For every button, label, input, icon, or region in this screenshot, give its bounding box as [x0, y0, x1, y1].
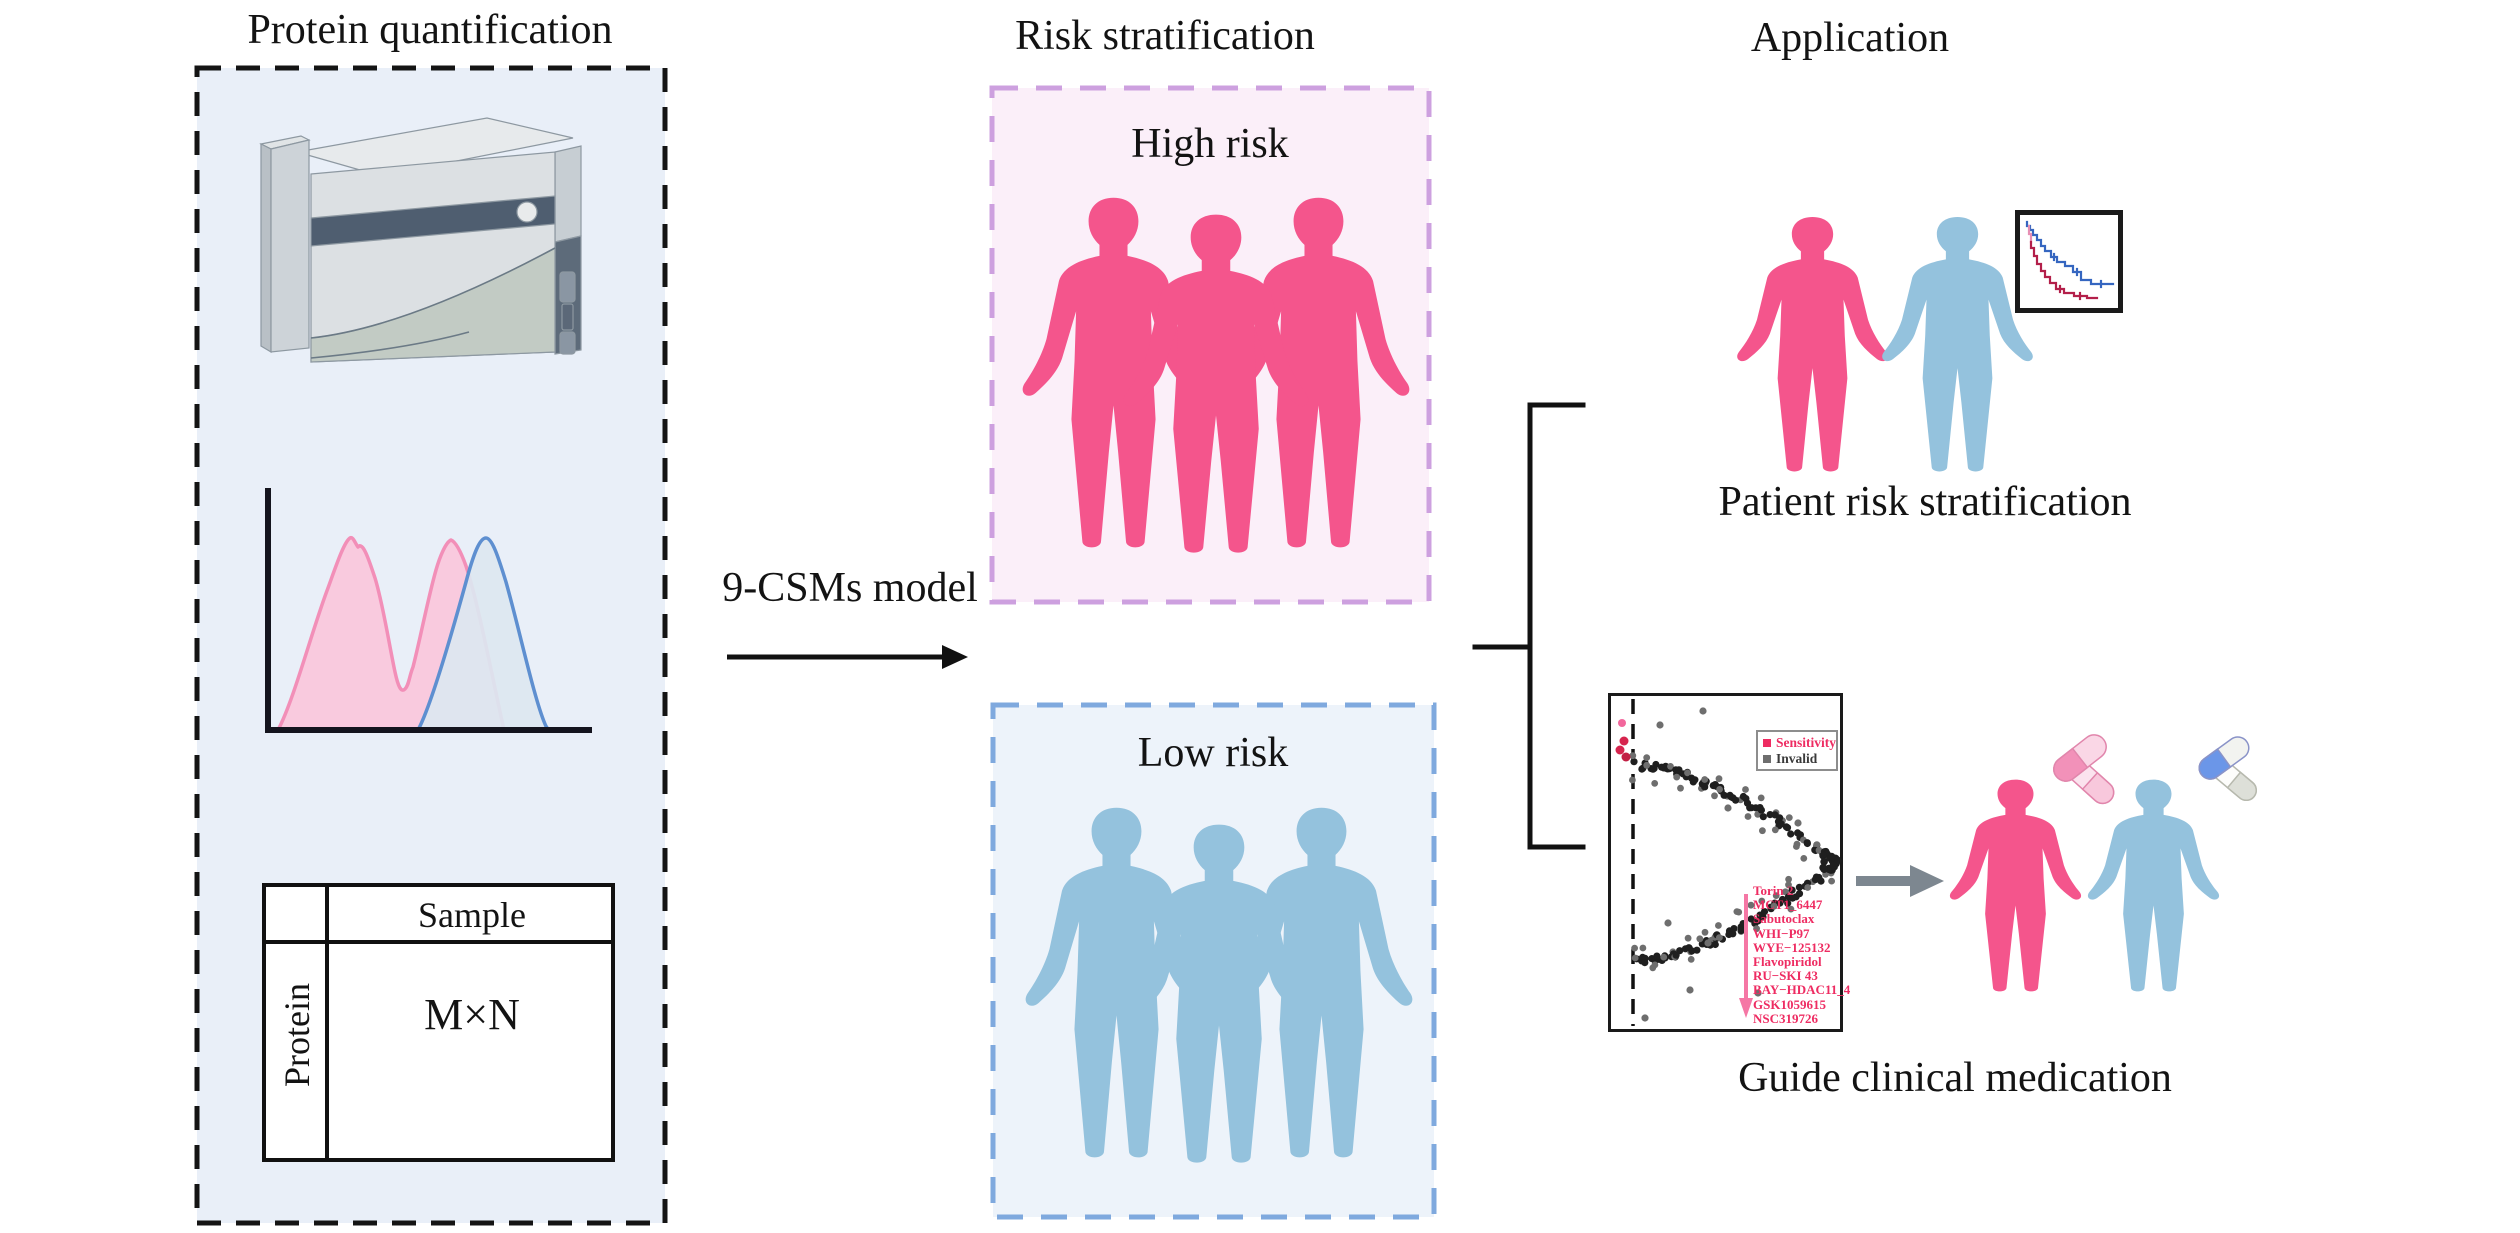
- scatter-legend: Sensitivity Invalid: [1756, 730, 1838, 771]
- drug-name: GSK1059615: [1753, 996, 1826, 1012]
- legend-row-invalid: Invalid: [1763, 751, 1832, 767]
- drug-name: MCT1_6447: [1753, 897, 1823, 913]
- protein-sample-table: Sample Protein M×N: [262, 883, 615, 1162]
- high-risk-label: High risk: [1131, 121, 1289, 167]
- medication-caption: Guide clinical medication: [1738, 1055, 2172, 1101]
- model-arrow-icon: [727, 645, 968, 669]
- right-column-title: Application: [1750, 15, 1950, 61]
- sensitivity-marker-icon: [1763, 739, 1771, 747]
- density-plot-icon: [265, 488, 592, 733]
- drug-name: BAY−HDAC11_4: [1753, 982, 1851, 998]
- drug-name: Sabutoclax: [1753, 911, 1815, 927]
- survival-curves-icon: [2015, 210, 2123, 313]
- drug-name: WYE−125132: [1753, 939, 1831, 955]
- pink-pills-icon: [2053, 734, 2115, 805]
- middle-column-title: Risk stratification: [1015, 13, 1315, 59]
- blue-pills-icon: [2198, 736, 2258, 802]
- low-risk-patient-icon: [1882, 217, 2033, 472]
- low-risk-people-icon: [1025, 807, 1413, 1163]
- table-header-divider: [266, 940, 611, 944]
- invalid-marker-icon: [1763, 755, 1771, 763]
- drug-name: WHI−P97: [1753, 925, 1810, 941]
- mass-spectrometer-icon: [259, 117, 582, 363]
- table-column-divider: [325, 887, 329, 1158]
- model-label: 9-CSMs model: [722, 565, 978, 611]
- sensitivity-rank-arrow-icon: [1739, 894, 1753, 1018]
- sensitive-drug-list: Torin 2 MCT1_6447 Sabutoclax WHI−P97 WYE−125…: [1753, 883, 1851, 1026]
- legend-invalid-label: Invalid: [1776, 751, 1818, 766]
- table-row-header: Protein: [277, 983, 317, 1087]
- medication-arrow-icon: [1856, 865, 1944, 897]
- drug-name: RU−SKI 43: [1753, 968, 1818, 984]
- table-column-header: Sample: [418, 895, 526, 935]
- legend-row-sensitivity: Sensitivity: [1763, 735, 1836, 751]
- patient-risk-caption: Patient risk stratification: [1718, 479, 2132, 525]
- left-column-title: Protein quantification: [247, 7, 613, 53]
- table-cell-value: M×N: [424, 990, 520, 1039]
- drug-name: Flavopiridol: [1753, 954, 1822, 970]
- high-risk-patient-icon: [1737, 217, 1888, 472]
- drug-name: Torin 2: [1753, 883, 1794, 898]
- high-risk-people-icon: [1022, 197, 1410, 553]
- low-risk-label: Low risk: [1137, 730, 1289, 776]
- legend-sensitivity-label: Sensitivity: [1776, 735, 1837, 750]
- branch-connector: [1472, 402, 1586, 850]
- drug-name: NSC319726: [1753, 1010, 1819, 1026]
